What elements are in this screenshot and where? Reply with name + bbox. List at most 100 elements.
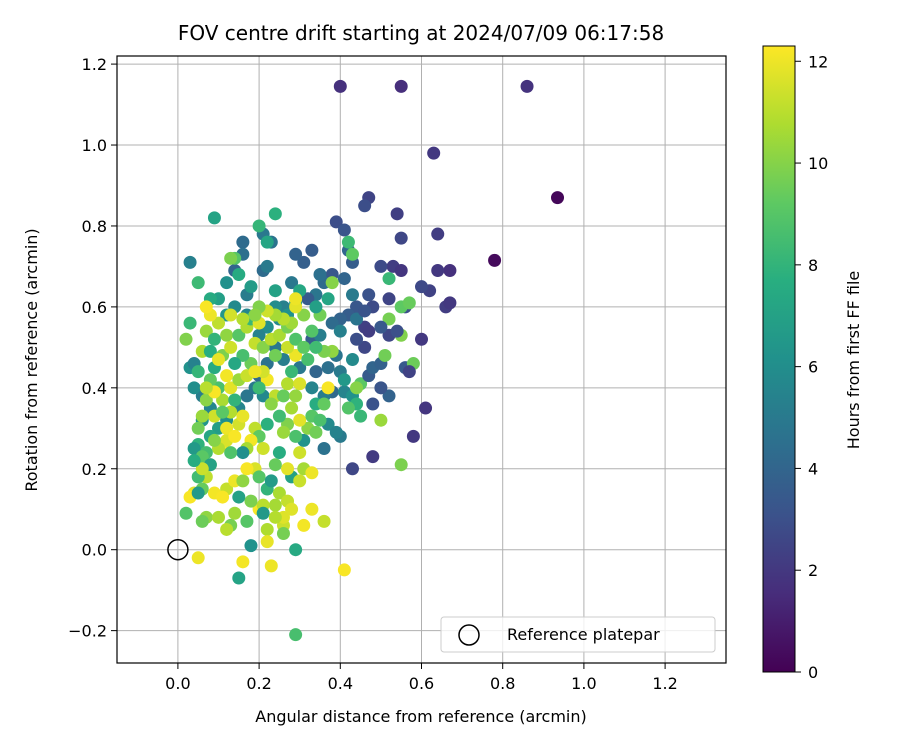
data-point <box>264 559 278 573</box>
grid <box>117 56 726 663</box>
y-tick-label: −0.2 <box>68 622 107 641</box>
data-point <box>354 409 368 423</box>
data-point <box>232 490 246 504</box>
data-point <box>289 348 303 362</box>
data-point <box>179 506 193 520</box>
data-point <box>199 381 213 395</box>
colorbar-tick-label: 4 <box>808 459 818 478</box>
data-point <box>358 304 372 318</box>
data-point <box>374 381 388 395</box>
data-point <box>317 442 331 456</box>
data-point <box>236 474 250 488</box>
data-point <box>244 539 258 553</box>
data-point <box>394 231 408 245</box>
data-point <box>297 308 311 322</box>
data-point <box>236 409 250 423</box>
data-point <box>402 365 416 379</box>
data-point <box>207 211 221 225</box>
data-point <box>394 458 408 472</box>
colorbar-tick-label: 12 <box>808 52 828 71</box>
data-point <box>366 450 380 464</box>
data-point <box>285 401 299 415</box>
data-point <box>488 253 502 267</box>
data-point <box>362 288 376 302</box>
data-point <box>268 458 282 472</box>
data-point <box>183 316 197 330</box>
colorbar-tick-label: 6 <box>808 358 818 377</box>
data-point <box>289 332 303 346</box>
data-point <box>220 276 234 290</box>
data-point <box>179 332 193 346</box>
data-point <box>236 348 250 362</box>
data-point <box>443 263 457 277</box>
colorbar-tick-label: 2 <box>808 561 818 580</box>
data-point <box>281 340 295 354</box>
data-point <box>228 393 242 407</box>
data-point <box>415 332 428 346</box>
data-point <box>317 514 331 528</box>
colorbar-label: Hours from first FF file <box>844 271 863 450</box>
data-point <box>268 284 282 298</box>
data-point <box>268 510 282 524</box>
data-point <box>345 247 359 261</box>
data-point <box>305 466 319 480</box>
y-tick-label: 1.0 <box>82 136 107 155</box>
data-point <box>289 543 303 557</box>
data-point <box>228 357 242 371</box>
data-point <box>374 413 388 427</box>
data-point <box>341 401 355 415</box>
data-point <box>345 288 359 302</box>
data-point <box>203 344 217 358</box>
data-point <box>329 215 343 229</box>
data-point <box>195 514 209 528</box>
colorbar-tick-label: 10 <box>808 154 828 173</box>
data-point <box>382 292 396 306</box>
data-point <box>297 255 311 269</box>
x-axis-label: Angular distance from reference (arcmin) <box>255 707 586 726</box>
data-point <box>212 510 225 524</box>
data-point <box>305 381 319 395</box>
data-point <box>333 79 347 93</box>
data-point <box>281 377 295 391</box>
y-tick-label: 1.2 <box>82 55 107 74</box>
data-point <box>240 389 254 403</box>
data-point <box>224 340 238 354</box>
data-point <box>350 381 364 395</box>
data-point <box>431 263 445 277</box>
chart-title: FOV centre drift starting at 2024/07/09 … <box>178 21 664 45</box>
data-point <box>390 324 404 338</box>
data-point <box>382 312 396 326</box>
y-axis-ticks: −0.2 0.0 0.2 0.4 0.6 0.8 1.0 1.2 <box>68 55 117 641</box>
data-point <box>232 268 246 282</box>
data-point <box>520 79 534 93</box>
data-point <box>216 405 230 419</box>
data-point <box>285 276 299 290</box>
data-point <box>216 490 230 504</box>
data-point <box>228 506 242 520</box>
data-point <box>220 522 234 536</box>
data-point <box>268 348 282 362</box>
data-point <box>305 502 319 516</box>
data-point <box>431 227 445 241</box>
data-point <box>374 259 388 273</box>
data-point <box>191 551 205 565</box>
data-point <box>236 312 250 326</box>
data-point <box>443 296 457 310</box>
colorbar-tick-label: 8 <box>808 256 818 275</box>
data-point <box>224 308 238 322</box>
legend-box <box>440 616 716 653</box>
data-point <box>394 79 408 93</box>
colorbar: 0 2 4 6 8 10 12 Hours from first FF file <box>762 45 863 682</box>
data-point <box>293 377 307 391</box>
data-point <box>276 527 290 541</box>
data-point <box>289 429 303 443</box>
data-point <box>216 393 230 407</box>
data-point <box>195 409 209 423</box>
data-point <box>345 353 359 366</box>
data-point <box>272 409 286 423</box>
data-point <box>358 340 372 354</box>
data-point <box>301 292 315 306</box>
data-point <box>337 563 351 577</box>
data-point <box>220 369 234 383</box>
data-point <box>276 389 290 403</box>
